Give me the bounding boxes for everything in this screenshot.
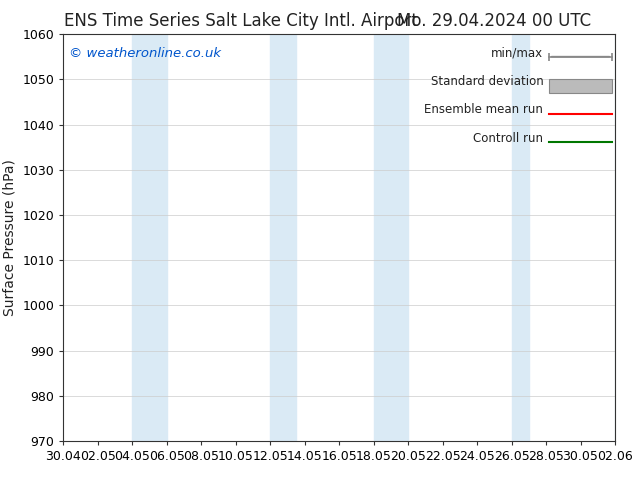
Text: © weatheronline.co.uk: © weatheronline.co.uk xyxy=(69,47,221,59)
Text: min/max: min/max xyxy=(491,47,543,59)
Bar xyxy=(270,34,296,441)
Bar xyxy=(133,34,167,441)
Y-axis label: Surface Pressure (hPa): Surface Pressure (hPa) xyxy=(3,159,17,316)
Text: Ensemble mean run: Ensemble mean run xyxy=(424,103,543,117)
Bar xyxy=(373,34,408,441)
Bar xyxy=(615,34,634,441)
FancyBboxPatch shape xyxy=(549,79,612,93)
Text: ENS Time Series Salt Lake City Intl. Airport: ENS Time Series Salt Lake City Intl. Air… xyxy=(64,12,418,30)
Bar xyxy=(512,34,529,441)
Text: Standard deviation: Standard deviation xyxy=(430,75,543,88)
Text: Controll run: Controll run xyxy=(473,132,543,145)
Text: Mo. 29.04.2024 00 UTC: Mo. 29.04.2024 00 UTC xyxy=(398,12,592,30)
